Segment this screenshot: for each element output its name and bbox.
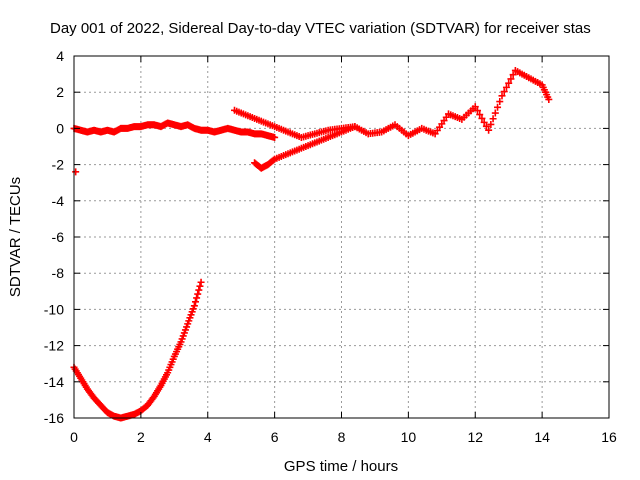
- data-point-fill: [191, 298, 199, 306]
- data-point-fill: [482, 122, 490, 130]
- data-point-fill: [494, 103, 502, 111]
- y-tick-label: -4: [52, 193, 65, 209]
- data-point-fill: [242, 111, 250, 119]
- data-point: [197, 278, 205, 286]
- data-point-fill: [255, 116, 263, 124]
- data-point-fill: [544, 93, 552, 101]
- y-tick-label: 0: [56, 120, 64, 136]
- data-point-fill: [335, 129, 343, 137]
- data-point-fill: [491, 109, 499, 117]
- y-tick-label: -8: [52, 265, 65, 281]
- data-point: [72, 168, 80, 176]
- y-tick-label: -6: [52, 229, 65, 245]
- y-tick-label: 4: [56, 48, 64, 64]
- data-point-fill: [523, 73, 531, 81]
- y-tick-label: 2: [56, 84, 64, 100]
- data-point-fill: [282, 151, 290, 159]
- data-point-fill: [282, 127, 290, 135]
- data-point-fill: [489, 115, 497, 123]
- data-point-fill: [456, 114, 464, 122]
- y-tick-label: -10: [44, 301, 64, 317]
- data-point-fill: [442, 113, 450, 121]
- data-point-fill: [268, 157, 276, 165]
- data-point-fill: [362, 129, 370, 137]
- data-point-fill: [480, 118, 488, 126]
- data-point-fill: [505, 79, 513, 87]
- data-point-fill: [322, 127, 330, 135]
- data-point-fill: [476, 111, 484, 119]
- y-axis-label: SDTVAR / TECUs: [7, 177, 24, 297]
- data-point-fill: [195, 286, 203, 294]
- x-tick-label: 2: [137, 429, 145, 445]
- data-point-fill: [507, 75, 515, 83]
- data-point-fill: [309, 130, 317, 138]
- data-point-fill: [375, 128, 383, 136]
- data-point-fill: [536, 80, 544, 88]
- data-point-fill: [268, 122, 276, 130]
- data-point-fill: [183, 323, 191, 331]
- data-point-fill: [509, 71, 517, 79]
- data-point-fill: [295, 145, 303, 153]
- grid: [74, 56, 609, 418]
- x-tick-label: 16: [601, 429, 617, 445]
- data-point-fill: [349, 123, 357, 131]
- data-point-fill: [473, 107, 481, 115]
- data-point-fill: [141, 403, 149, 411]
- data-point-fill: [169, 355, 177, 363]
- data-point-fill: [196, 282, 204, 290]
- data-point-fill: [148, 395, 156, 403]
- data-point-fill: [76, 372, 84, 380]
- data-point-fill: [322, 134, 330, 142]
- data-point-fill: [270, 133, 278, 141]
- data-point-fill: [309, 140, 317, 148]
- data-point: [485, 126, 493, 134]
- data-point-fill: [88, 391, 96, 399]
- x-tick-label: 6: [271, 429, 279, 445]
- y-tick-label: -14: [44, 374, 64, 390]
- data-point-fill: [502, 83, 510, 91]
- y-tick-label: -12: [44, 338, 64, 354]
- data-points: [70, 66, 553, 422]
- data-point-fill: [429, 129, 437, 137]
- data-point-fill: [194, 290, 202, 298]
- x-tick-label: 12: [467, 429, 483, 445]
- data-point-fill: [487, 120, 495, 128]
- x-tick-label: 14: [534, 429, 550, 445]
- axis-ticks: 0 2 4 6 8 10 12 14 16 -16 -14 -12 -10 -8 -6 -4 -2 0 2 4: [44, 48, 617, 445]
- y-tick-label: -2: [52, 157, 65, 173]
- data-point-fill: [496, 98, 504, 106]
- x-tick-label: 0: [70, 429, 78, 445]
- x-axis-label: GPS time / hours: [284, 458, 398, 475]
- data-point-fill: [193, 294, 201, 302]
- data-point-fill: [189, 305, 197, 313]
- x-tick-label: 4: [204, 429, 212, 445]
- data-point-fill: [163, 371, 171, 379]
- data-point: [498, 92, 506, 100]
- data-point-fill: [478, 114, 486, 122]
- x-tick-label: 8: [338, 429, 346, 445]
- data-point-fill: [469, 105, 477, 113]
- data-point-fill: [176, 340, 184, 348]
- x-tick-label: 10: [401, 429, 417, 445]
- data-point-fill: [156, 383, 164, 391]
- y-tick-label: -16: [44, 410, 64, 426]
- chart-title: Day 001 of 2022, Sidereal Day-to-day VTE…: [50, 20, 591, 37]
- data-point-fill: [95, 399, 103, 407]
- data-point-fill: [500, 88, 508, 96]
